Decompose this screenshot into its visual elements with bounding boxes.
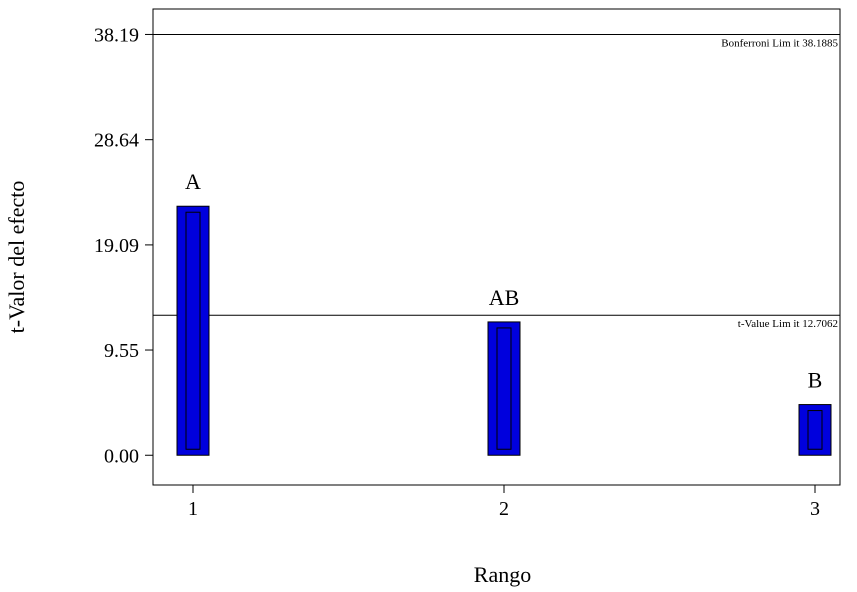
- y-tick-label: 0.00: [104, 445, 139, 467]
- x-tick-label: 3: [810, 498, 820, 520]
- reference-line-label: t-Value Lim it 12.7062: [738, 318, 838, 330]
- bar-group-label: A: [185, 169, 201, 194]
- bar-group-label: B: [808, 368, 823, 393]
- bar: [487, 321, 521, 456]
- reference-lines: Bonferroni Lim it 38.1885 t-Value Lim it …: [153, 33, 840, 330]
- x-axis: 1 2 3: [188, 485, 820, 520]
- bar: [798, 404, 832, 456]
- plot-frame: [152, 8, 841, 486]
- y-tick-label: 38.19: [94, 24, 139, 46]
- bar-inner-outline: [185, 211, 201, 450]
- y-axis-title: t-Valor del efecto: [4, 181, 29, 334]
- y-tick-label: 9.55: [104, 340, 139, 362]
- y-tick-label: 19.09: [94, 235, 139, 257]
- y-tick-label: 28.64: [94, 130, 139, 152]
- x-tick-label: 2: [499, 498, 509, 520]
- y-axis: 0.00 9.55 19.09 28.64 38.19: [94, 24, 153, 467]
- x-tick-label: 1: [188, 498, 198, 520]
- bar-group-label: AB: [489, 285, 520, 310]
- reference-line-label: Bonferroni Lim it 38.1885: [721, 37, 838, 49]
- bar-inner-outline: [807, 410, 823, 450]
- x-axis-title: Rango: [474, 562, 531, 587]
- bar-inner-outline: [496, 327, 512, 450]
- bars: A AB B: [176, 169, 832, 456]
- bar: [176, 205, 210, 456]
